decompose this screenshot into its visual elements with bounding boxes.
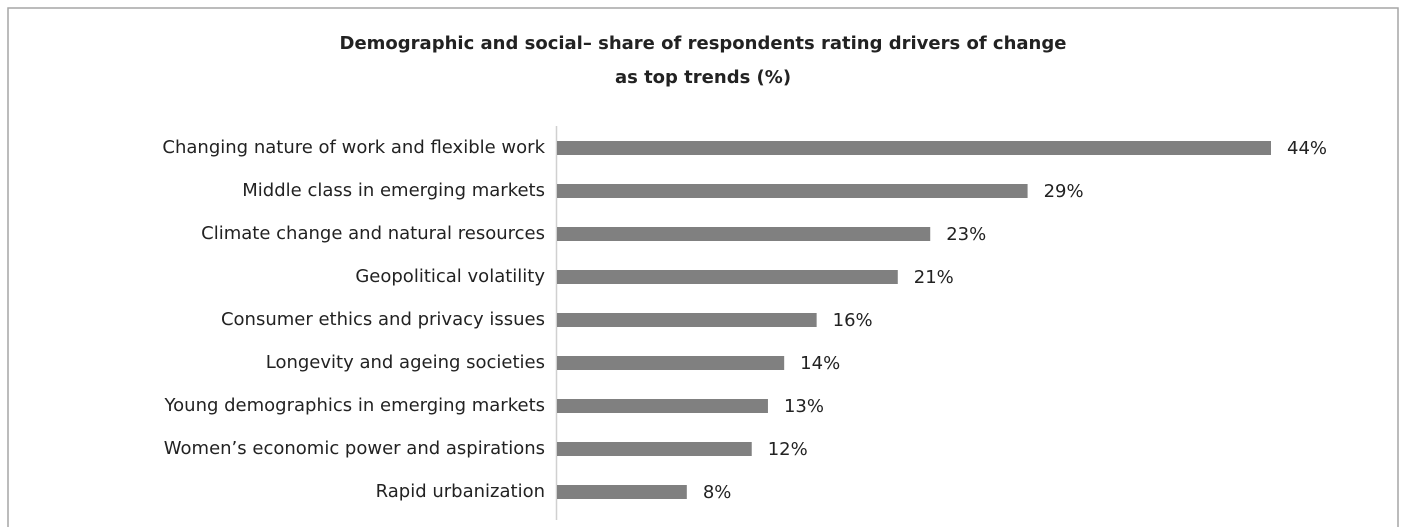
value-label: 16% xyxy=(833,310,873,331)
category-label: Climate change and natural resources xyxy=(201,223,545,244)
category-label: Middle class in emerging markets xyxy=(242,180,545,201)
category-label: Consumer ethics and privacy issues xyxy=(221,309,545,330)
category-label: Young demographics in emerging markets xyxy=(164,395,545,416)
chart-title: Demographic and social– share of respond… xyxy=(340,33,1067,54)
chart-title: as top trends (%) xyxy=(615,67,791,88)
chart-border xyxy=(7,7,1399,527)
value-label: 29% xyxy=(1044,181,1084,202)
bar xyxy=(557,184,1028,198)
value-label: 23% xyxy=(946,224,986,245)
bar xyxy=(557,141,1271,155)
bar xyxy=(557,313,817,327)
category-label: Changing nature of work and flexible wor… xyxy=(162,137,545,158)
bar xyxy=(557,399,768,413)
bar xyxy=(557,485,687,499)
value-label: 13% xyxy=(784,396,824,417)
value-label: 44% xyxy=(1287,138,1327,159)
bar xyxy=(557,227,931,241)
value-label: 14% xyxy=(800,353,840,374)
bar xyxy=(557,270,898,284)
category-label: Women’s economic power and aspirations xyxy=(164,438,545,459)
category-label: Longevity and ageing societies xyxy=(266,352,545,373)
category-label: Rapid urbanization xyxy=(376,481,545,502)
value-label: 8% xyxy=(703,482,732,503)
value-label: 21% xyxy=(914,267,954,288)
bar xyxy=(557,442,752,456)
bar xyxy=(557,356,785,370)
category-label: Geopolitical volatility xyxy=(355,266,545,287)
value-label: 12% xyxy=(768,439,808,460)
